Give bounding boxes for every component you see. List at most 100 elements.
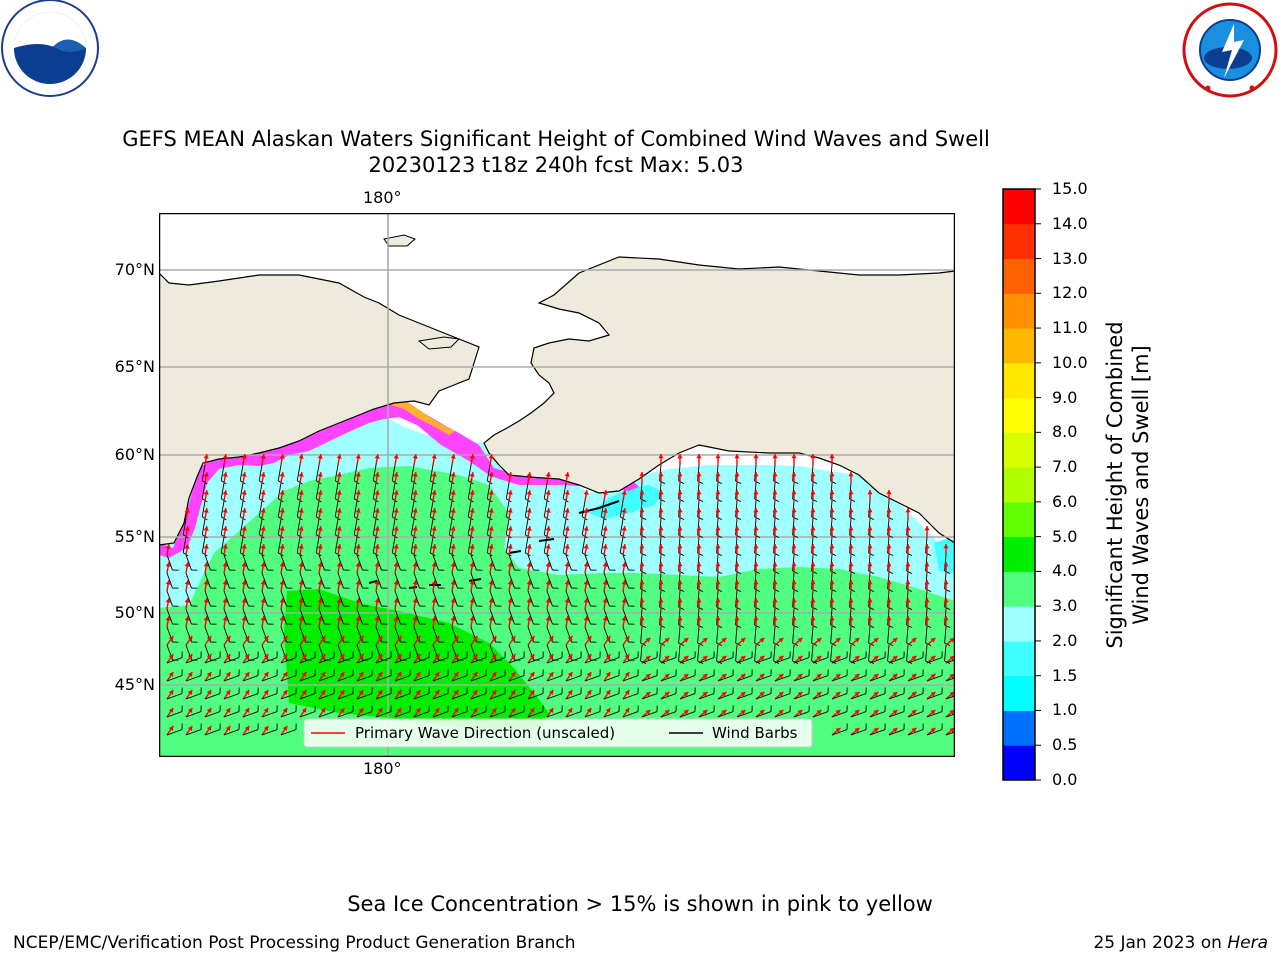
wave-arrow-head — [472, 671, 478, 677]
wave-arrow-head — [791, 544, 797, 549]
wind-barb — [429, 500, 434, 517]
wind-barb — [432, 657, 449, 664]
wind-barb — [394, 554, 401, 571]
colorbar-tick-label: 1.5 — [1052, 665, 1078, 685]
wind-barb — [280, 711, 297, 718]
wind-barb — [185, 675, 202, 682]
map-plot: Primary Wave Direction (unscaled) Wind B… — [159, 213, 955, 757]
wind-barb — [356, 590, 363, 607]
wind-barb — [546, 711, 563, 718]
wind-barb — [204, 657, 221, 664]
wave-arrow-head — [450, 490, 456, 495]
wind-barb — [565, 711, 582, 718]
wave-arrow-head — [282, 707, 288, 713]
wave-arrow-head — [453, 653, 459, 659]
wave-arrow-head — [434, 635, 440, 641]
wave-arrow-head — [225, 689, 231, 695]
wind-barb — [394, 572, 401, 589]
wave-arrow-head — [886, 544, 892, 549]
wind-barb — [849, 644, 852, 661]
wind-barb — [600, 518, 605, 535]
wind-barb — [451, 675, 468, 682]
wave-arrow-head — [545, 472, 551, 477]
wave-arrow-head — [797, 691, 803, 697]
wind-barb — [372, 500, 377, 517]
wave-arrow-head — [602, 598, 608, 603]
wind-barb — [451, 608, 458, 625]
wave-arrow-head — [298, 526, 304, 531]
wave-arrow-head — [930, 727, 936, 733]
wind-barb — [242, 693, 259, 700]
wind-barb — [318, 590, 325, 607]
wave-arrow-head — [621, 544, 627, 549]
wave-arrow-head — [677, 616, 683, 621]
wave-arrow-head — [450, 598, 456, 603]
wave-arrow-head — [431, 454, 437, 459]
wind-barb — [337, 608, 344, 625]
wave-arrow-head — [545, 526, 551, 531]
wave-arrow-head — [358, 671, 364, 677]
wave-arrow-head — [734, 616, 740, 621]
wind-barb — [679, 693, 696, 700]
wind-barb — [926, 657, 943, 664]
wave-arrow-head — [867, 598, 873, 603]
wave-arrow-head — [529, 671, 535, 677]
wave-arrow-head — [905, 562, 911, 567]
wave-arrow-head — [507, 598, 513, 603]
wind-barb — [432, 711, 449, 718]
wind-barb — [280, 675, 297, 682]
wind-barb — [432, 554, 439, 571]
wave-arrow-head — [241, 454, 247, 459]
wave-arrow-head — [488, 580, 494, 585]
wave-arrow-head — [453, 671, 459, 677]
wind-barb — [735, 626, 738, 643]
wind-barb — [945, 731, 955, 736]
wind-barb — [353, 482, 358, 499]
wave-arrow-head — [810, 490, 816, 495]
wind-barb — [413, 657, 430, 664]
wave-arrow-head — [469, 490, 475, 495]
wind-barb — [603, 572, 610, 589]
wind-barb — [261, 590, 268, 607]
wave-arrow-head — [431, 562, 437, 567]
wave-arrow-head — [412, 616, 418, 621]
wind-barb — [185, 693, 202, 700]
graticule — [159, 213, 955, 757]
wave-arrow-head — [930, 637, 936, 643]
wind-barb — [337, 554, 344, 571]
wind-barb — [239, 464, 244, 481]
wave-arrow-head — [203, 472, 209, 477]
wave-arrow-head — [510, 689, 516, 695]
wind-barb — [353, 536, 358, 553]
wind-barb — [584, 608, 591, 625]
colorbar-label-line2: Wind Waves and Swell [m] — [1129, 345, 1153, 625]
wave-arrow-head — [734, 472, 740, 477]
wind-barb — [850, 657, 867, 664]
wave-arrow-head — [759, 691, 765, 697]
wave-arrow-head — [488, 508, 494, 513]
wind-barb — [811, 644, 814, 661]
wind-barb — [774, 693, 791, 700]
wave-arrow-head — [301, 653, 307, 659]
wind-barb — [926, 711, 943, 718]
wave-arrow-head — [241, 472, 247, 477]
wind-barb — [944, 644, 947, 661]
plot-title: GEFS MEAN Alaskan Waters Significant Hei… — [122, 127, 990, 151]
wave-arrow-head — [816, 709, 822, 715]
wave-arrow-head — [639, 544, 645, 549]
wave-arrow-head — [586, 707, 592, 713]
wave-arrow-head — [298, 580, 304, 585]
wind-barb — [375, 711, 392, 718]
wave-arrow-head — [279, 598, 285, 603]
wind-barb — [204, 590, 211, 607]
wave-arrow-head — [450, 472, 456, 477]
wave-arrow-head — [930, 691, 936, 697]
wave-arrow-head — [529, 689, 535, 695]
wind-barb — [755, 711, 772, 718]
wind-barb — [277, 500, 282, 517]
wind-barb — [622, 675, 639, 682]
wind-barb — [584, 657, 601, 664]
wind-barb — [182, 518, 187, 535]
wind-barb — [619, 500, 624, 517]
wave-arrow-head — [412, 544, 418, 549]
